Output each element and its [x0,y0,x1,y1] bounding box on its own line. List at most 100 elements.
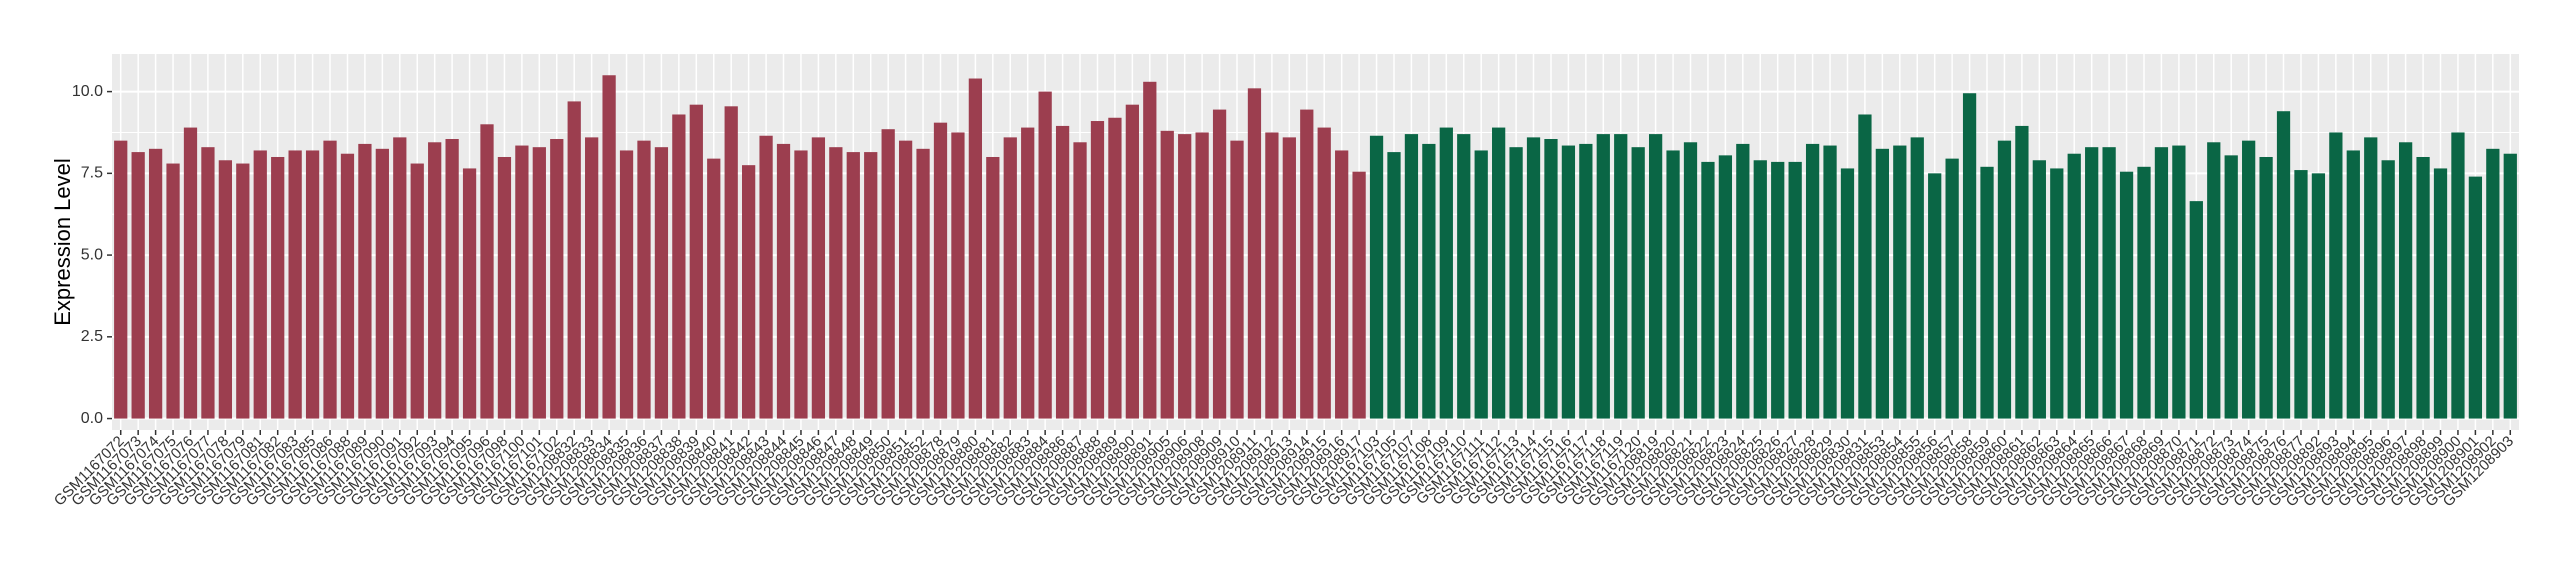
bar [114,140,128,419]
bar [1579,143,1593,419]
bar [1648,134,1663,419]
bar [654,147,669,419]
bar [131,152,145,419]
bar [1526,137,1541,419]
bar [2346,150,2360,419]
bar [1021,127,1035,419]
bar [1090,121,1105,419]
bar [515,145,529,419]
bar [724,106,738,419]
bar [2364,137,2378,419]
bar [1701,161,1715,419]
bar [2189,201,2203,419]
bar [462,168,477,419]
bar [2242,140,2256,419]
bar [1631,147,1645,419]
bar [1561,145,1576,419]
bar [1212,109,1227,419]
bar [2207,142,2221,419]
bar [1910,137,1924,419]
bar [2015,125,2029,419]
bar [968,78,983,419]
bar [445,139,459,419]
bar [2381,160,2395,419]
bar [881,129,895,419]
bar [672,114,686,419]
bar [2311,173,2326,419]
bar [2486,148,2500,419]
bar [2329,132,2343,419]
bar [2085,147,2099,419]
bar [898,140,913,419]
bar [358,143,372,419]
bar [585,137,599,419]
bar [742,165,756,419]
bar [864,152,878,419]
bar [2154,147,2169,419]
bar [1858,114,1872,419]
bar [2398,142,2413,419]
bar [916,148,930,419]
bar [2067,153,2081,419]
y-tick-label: 10.0 [72,83,103,100]
bar [1439,127,1453,419]
bar [1282,137,1296,419]
bar [201,147,215,419]
bar [1945,158,1959,419]
bar [811,137,826,419]
bar [497,156,512,419]
bar [410,163,424,419]
bar [218,160,233,419]
bar [1614,134,1628,419]
bar [2416,156,2430,419]
bar [1753,160,1767,419]
bar [602,75,616,419]
bar [1474,150,1488,419]
bar [1073,142,1087,419]
bar [1736,143,1750,419]
bar [1230,140,1244,419]
bar [1387,152,1401,419]
bar [148,148,163,419]
bar [1369,135,1384,419]
bar [2503,153,2517,419]
bar [236,163,250,419]
bar [1404,134,1419,419]
bar [1247,88,1262,419]
bar [1788,161,1802,419]
bar [305,150,320,419]
bar [253,150,267,419]
bar [776,143,791,419]
bar [1300,109,1314,419]
bar [2224,155,2238,419]
bar [689,104,703,419]
bar [1928,173,1942,419]
bar [1335,150,1349,419]
bar [951,132,965,419]
bar [2294,170,2308,419]
bar [1683,142,1698,419]
bar [183,127,198,419]
bar [1893,145,1907,419]
bar [1317,127,1331,419]
bar [1666,150,1680,419]
bar [567,101,581,419]
bar [2259,156,2273,419]
bar [933,122,948,419]
y-tick-label: 2.5 [81,328,103,345]
bar [1003,137,1017,419]
bar [1509,147,1523,419]
bar [1771,161,1785,419]
bar [1457,134,1471,419]
bar [166,163,180,419]
bar [1492,127,1506,419]
bar [1178,134,1192,419]
bar [375,148,389,419]
bar [393,137,407,419]
bar [1108,117,1122,419]
bar [846,152,860,419]
bar [1125,104,1139,419]
bar [1805,143,1820,419]
